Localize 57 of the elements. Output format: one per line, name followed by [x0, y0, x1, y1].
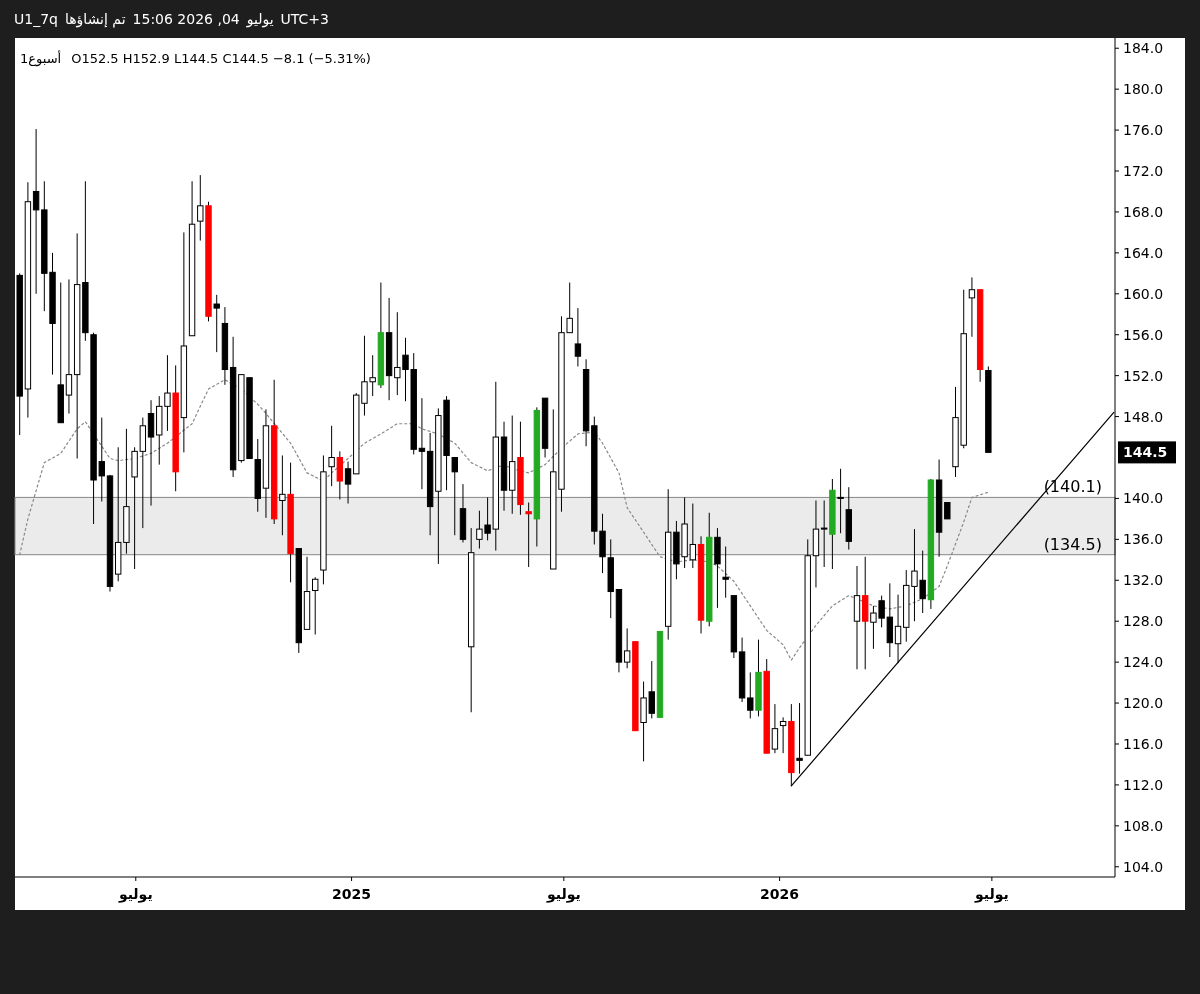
y-tick-label: 112.0 — [1123, 776, 1164, 793]
y-tick-label: 136.0 — [1123, 531, 1164, 548]
y-tick-label: 148.0 — [1123, 408, 1164, 425]
candlestick — [213, 294, 220, 353]
candlestick — [65, 278, 73, 414]
x-tick-label: 2026 — [760, 886, 800, 902]
text: تم إنشاؤها — [64, 11, 126, 28]
text: UTC+3 — [280, 11, 329, 27]
y-tick-label: 128.0 — [1123, 613, 1164, 630]
candlestick — [820, 499, 828, 568]
y-tick-label: 140.0 — [1123, 490, 1164, 507]
candlestick — [894, 594, 902, 664]
y-tick-label: 184.0 — [1123, 40, 1164, 57]
text: U1_7q — [14, 11, 58, 27]
candlestick — [32, 128, 40, 295]
text: O152.5 H152.9 L144.5 C144.5 −8.1 (−5.31%) — [71, 51, 371, 66]
y-tick-label: 108.0 — [1123, 817, 1164, 834]
candlestick — [197, 174, 204, 242]
y-tick-label: 132.0 — [1123, 572, 1164, 589]
candlestick — [147, 399, 155, 507]
candlestick — [418, 397, 426, 490]
candlestick — [722, 546, 729, 599]
y-tick-label: 116.0 — [1123, 735, 1164, 752]
y-tick-label: 176.0 — [1123, 122, 1164, 139]
candlestick — [747, 671, 754, 719]
candlestick — [574, 307, 582, 367]
text: يوليو — [245, 11, 274, 28]
text: 15:06 2026 ,04 — [132, 11, 240, 27]
y-tick-label: 180.0 — [1123, 81, 1164, 98]
candlestick — [525, 502, 532, 568]
y-tick-label: 120.0 — [1123, 695, 1164, 712]
x-tick-label: يوليو — [545, 886, 581, 903]
x-tick-label: يوليو — [973, 886, 1009, 903]
candlestick — [771, 703, 779, 754]
candlestick — [451, 457, 458, 536]
y-tick-label: 164.0 — [1123, 244, 1164, 261]
y-tick-label: 172.0 — [1123, 163, 1164, 180]
candlestick — [344, 461, 352, 505]
candlestick — [796, 702, 803, 775]
y-tick-label: 168.0 — [1123, 203, 1164, 220]
annotation: (134.5) — [1043, 534, 1102, 554]
candlestick — [837, 468, 844, 534]
candlestick — [623, 627, 631, 669]
y-tick-label: 124.0 — [1123, 654, 1164, 671]
y-tick-label: 104.0 — [1123, 858, 1164, 875]
y-tick-label: 156.0 — [1123, 326, 1164, 343]
candlestick — [328, 425, 335, 487]
x-tick-label: 2025 — [332, 886, 372, 902]
y-tick-label: 152.0 — [1123, 367, 1164, 384]
x-tick-label: يوليو — [117, 886, 153, 903]
text: 144.5 — [1123, 444, 1168, 461]
y-tick-label: 160.0 — [1123, 285, 1164, 302]
candlestick — [312, 576, 319, 636]
candlestick — [279, 454, 286, 536]
candlestick — [779, 716, 787, 754]
candlestick — [968, 276, 976, 338]
text: 1أسبوع — [20, 50, 62, 67]
